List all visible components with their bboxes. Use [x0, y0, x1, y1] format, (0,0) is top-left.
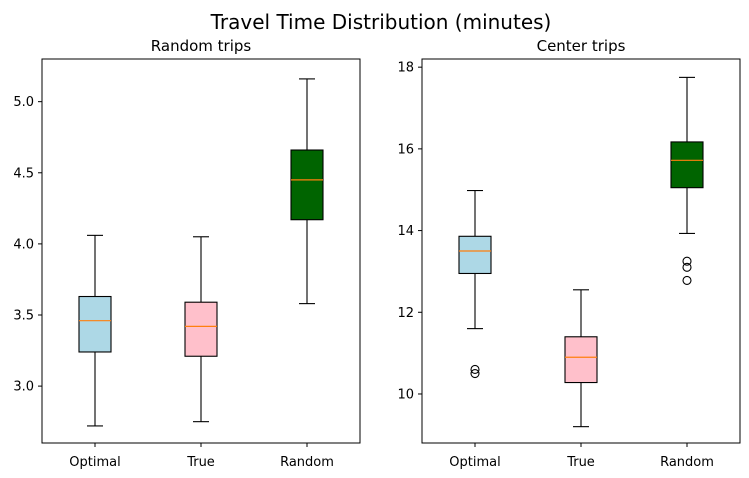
axes-frame: [421, 58, 741, 444]
outlier-point: [470, 364, 480, 375]
y-tick-label: 12: [397, 306, 414, 321]
panel-center-trips: Center trips 10 12 14 16 18 Optimal True Random: [397, 37, 741, 470]
x-tick-label: Optimal: [449, 455, 500, 470]
figure-title: Travel Time Distribution (minutes): [210, 10, 552, 34]
y-tick-label: 10: [397, 387, 414, 402]
subplot-title: Center trips: [537, 37, 626, 55]
x-tick-label: True: [566, 455, 595, 470]
box-iqr: [184, 301, 218, 357]
outlier-point: [682, 275, 692, 285]
outlier-point: [682, 256, 692, 266]
box-iqr: [290, 149, 324, 221]
box-optimal: [458, 189, 492, 379]
y-tick-label: 14: [397, 224, 414, 239]
y-tick-label: 16: [397, 142, 414, 157]
box-random: [670, 76, 704, 285]
panel-random-trips: Random trips 3.0 3.5 4.0 4.5 5.0 Optimal True Ra…: [13, 37, 361, 470]
y-tick-label: 4.5: [13, 166, 34, 181]
y-tick-label: 3.5: [13, 309, 34, 324]
box-optimal: [78, 234, 112, 427]
box-true: [184, 236, 218, 423]
box-iqr: [670, 141, 704, 189]
x-tick-label: True: [186, 455, 215, 470]
y-tick-label: 5.0: [13, 95, 34, 110]
x-tick-label: Random: [660, 455, 714, 470]
outlier-point: [682, 262, 692, 272]
outlier-point: [470, 369, 480, 379]
box-random: [290, 78, 324, 305]
box-iqr: [564, 336, 598, 384]
y-tick-label: 18: [397, 61, 414, 76]
box-iqr: [78, 295, 112, 353]
axes-frame: [41, 58, 361, 444]
y-tick-label: 3.0: [13, 380, 34, 395]
x-tick-label: Optimal: [69, 455, 120, 470]
x-tick-label: Random: [280, 455, 334, 470]
y-tick-label: 4.0: [13, 237, 34, 252]
box-true: [564, 289, 598, 428]
subplot-title: Random trips: [151, 37, 252, 55]
box-iqr: [458, 235, 492, 275]
